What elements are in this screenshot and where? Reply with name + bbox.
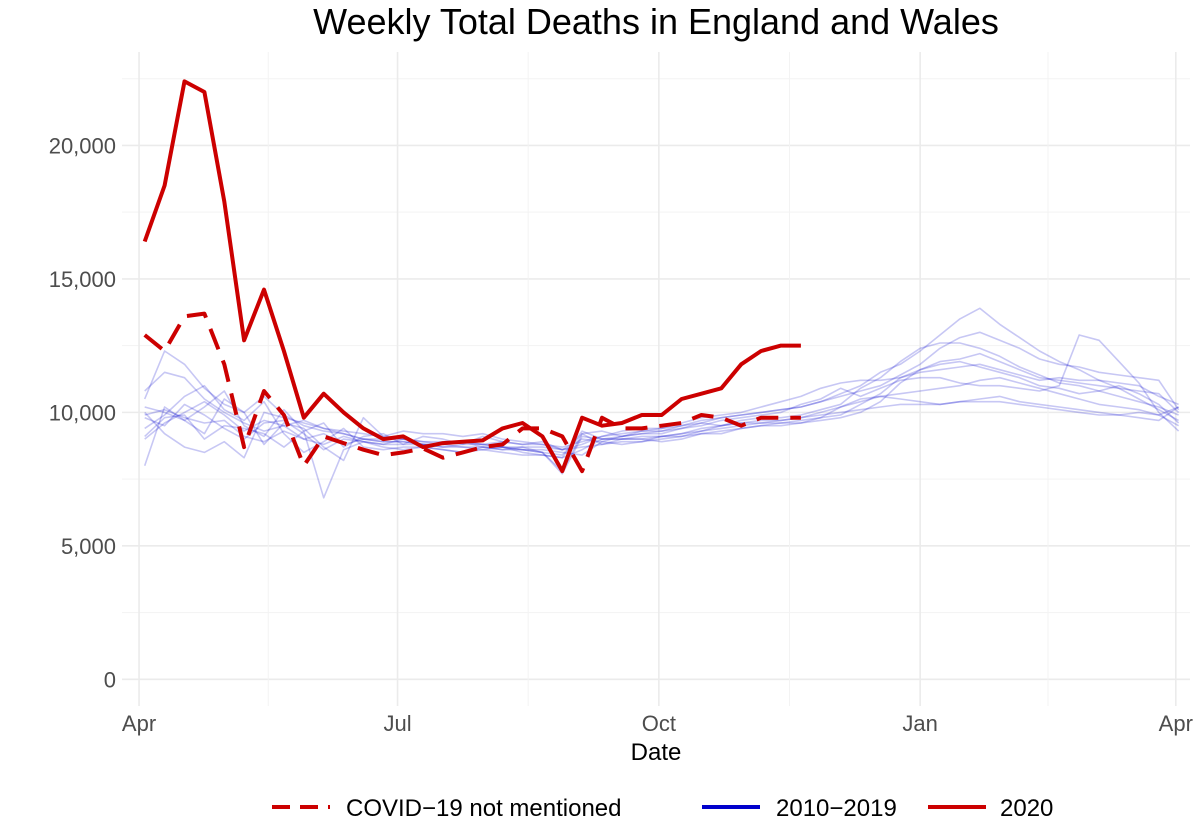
series-line-historical [144, 376, 1179, 499]
series-line-2020 [142, 79, 801, 474]
series-line-historical [143, 334, 1180, 475]
series-line-historical [144, 363, 1179, 451]
y-tick-label: 5,000 [61, 534, 116, 559]
current-series-group [142, 79, 801, 474]
x-axis-ticks: Apr Jul Oct Jan Apr [122, 711, 1193, 736]
y-tick-label: 0 [104, 667, 116, 692]
x-tick-label: Apr [1159, 711, 1193, 736]
series-line-historical [144, 395, 1179, 459]
legend-label-2020: 2020 [1000, 795, 1053, 822]
series-line-historical [144, 400, 1180, 472]
legend-label-2010-2019: 2010−2019 [776, 795, 897, 822]
x-axis-title: Date [631, 739, 682, 766]
x-tick-label: Apr [122, 711, 156, 736]
y-tick-label: 20,000 [49, 133, 116, 158]
series-line-historical [144, 307, 1179, 456]
y-tick-label: 15,000 [49, 267, 116, 292]
x-tick-label: Jul [383, 711, 411, 736]
y-axis-ticks: 0 5,000 10,000 15,000 20,000 [49, 133, 116, 692]
chart-title: Weekly Total Deaths in England and Wales [313, 1, 999, 42]
grid [122, 52, 1190, 706]
series-line-historical [143, 331, 1180, 448]
legend: COVID−19 not mentioned 2010−2019 2020 [272, 795, 1053, 822]
y-tick-label: 10,000 [49, 400, 116, 425]
series-line-covid-not-mentioned [143, 311, 801, 474]
series-line-historical [144, 360, 1180, 451]
legend-label-covid-not-mentioned: COVID−19 not mentioned [346, 795, 622, 822]
x-tick-label: Jan [902, 711, 937, 736]
x-tick-label: Oct [642, 711, 676, 736]
